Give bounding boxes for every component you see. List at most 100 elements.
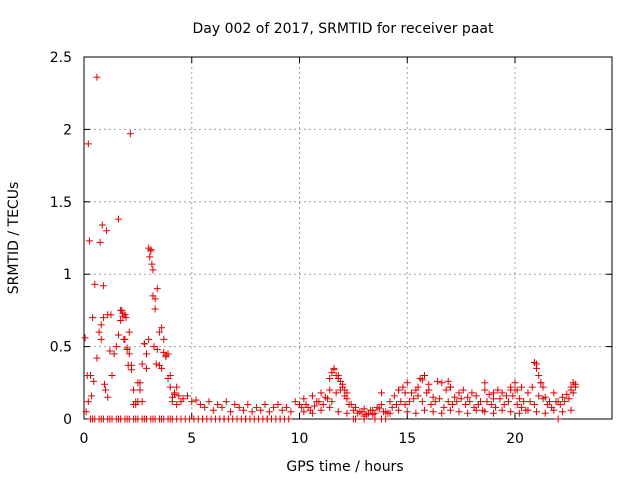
data-point [158,415,166,423]
x-tick-label: 0 [80,431,89,447]
data-point [96,238,104,246]
data-point [438,379,446,387]
data-point [147,247,155,255]
data-point [401,401,409,409]
data-point [244,401,252,409]
data-point [498,406,506,414]
data-point [171,389,179,397]
data-point [158,364,166,372]
data-point [459,386,467,394]
data-point [489,409,497,417]
data-point [308,409,316,417]
data-point [507,408,515,416]
data-point [274,401,282,409]
data-point [95,328,103,336]
data-point [97,415,105,423]
data-point [145,335,153,343]
data-point [118,306,126,314]
data-point [205,398,213,406]
data-point [149,415,157,423]
data-point [120,335,128,343]
data-point [162,353,170,361]
data-point [554,415,562,423]
y-axis-label: SRMTID / TECUs [6,182,22,295]
data-point [425,380,433,388]
data-point [386,409,394,417]
data-point [84,140,92,148]
data-point [392,401,400,409]
data-point [444,398,452,406]
y-tick-label: 1.5 [50,195,72,211]
data-point [472,406,480,414]
data-point [160,348,168,356]
data-point [403,379,411,387]
data-point [436,395,444,403]
data-point [175,392,183,400]
data-point [114,331,122,339]
data-point [242,415,250,423]
data-point [99,282,107,290]
x-tick-label: 10 [291,431,309,447]
data-point [148,260,156,268]
data-point [222,398,230,406]
data-point [218,403,226,411]
data-point [513,401,521,409]
data-point [231,401,239,409]
data-point [567,406,575,414]
y-tick-label: 2.5 [50,50,72,66]
data-point [472,392,480,400]
data-point [474,401,482,409]
data-point [308,392,316,400]
data-point [421,372,429,380]
data-point [492,403,500,411]
data-point [414,392,422,400]
data-point [397,398,405,406]
data-point [442,386,450,394]
data-point [535,372,543,380]
data-point [535,392,543,400]
data-point [558,393,566,401]
data-point [511,379,519,387]
data-point [485,390,493,398]
plot-frame [83,56,613,420]
data-point [123,345,131,353]
data-point [89,415,97,423]
data-point [257,406,265,414]
data-point [395,386,403,394]
data-point [302,401,310,409]
data-point [377,389,385,397]
data-point [500,401,508,409]
data-point [89,314,97,322]
data-point [285,415,293,423]
data-point [99,314,107,322]
data-point [125,350,133,358]
data-point [151,305,159,313]
data-point [188,398,196,406]
data-point [388,403,396,411]
data-point [446,383,454,391]
x-axis-label: GPS time / hours [286,459,403,475]
data-point [106,415,114,423]
data-point [252,403,260,411]
data-point [343,409,351,417]
data-point [90,377,98,385]
data-point [552,398,560,406]
data-point [451,393,459,401]
data-point [326,374,334,382]
data-point [481,386,489,394]
x-tick-label: 15 [398,431,416,447]
data-point [399,383,407,391]
data-point [537,379,545,387]
data-point [311,402,319,410]
data-point [349,415,357,423]
data-point [102,386,110,394]
data-point [371,415,379,423]
data-point [158,324,166,332]
data-point [127,366,135,374]
data-point [369,411,377,419]
data-point [563,390,571,398]
data-point [106,347,114,355]
data-point [418,398,426,406]
y-tick-label: 1 [63,267,72,283]
data-point [114,415,122,423]
